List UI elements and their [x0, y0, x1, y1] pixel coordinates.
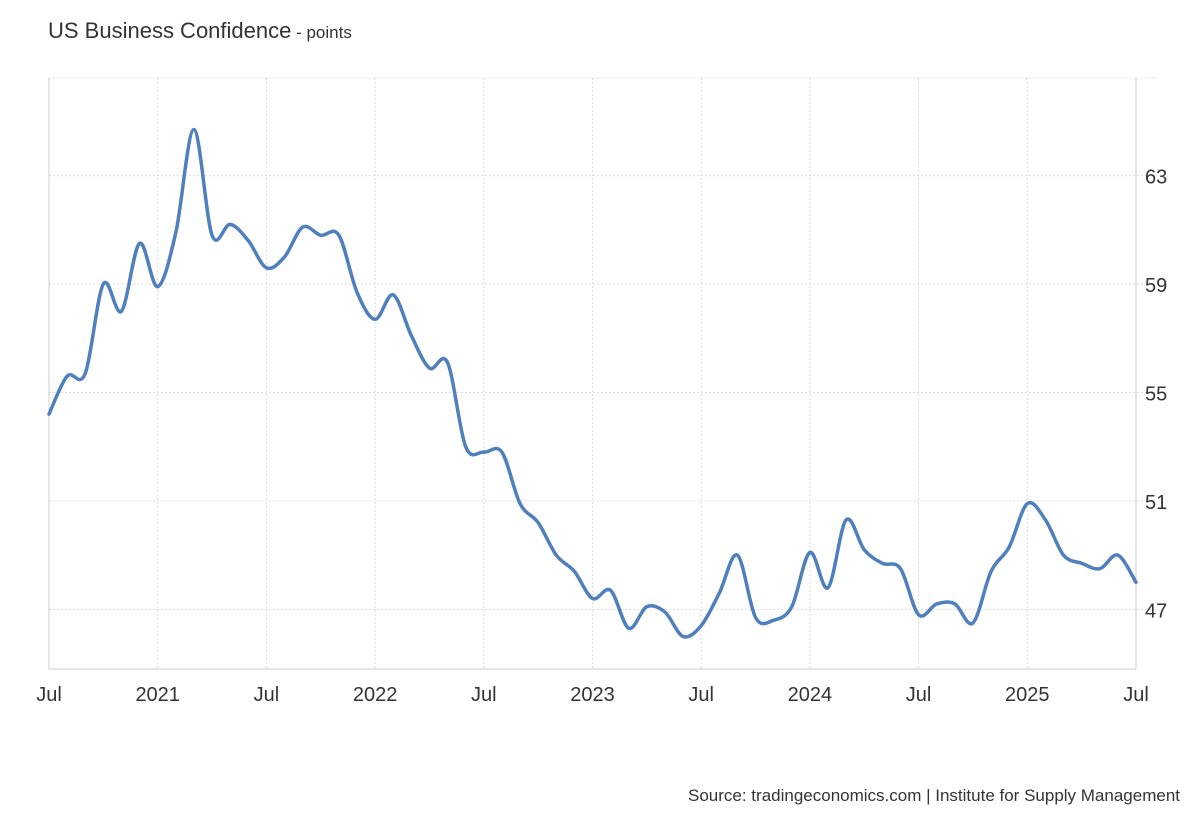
source-note: Source: tradingeconomics.com | Institute…: [688, 786, 1180, 805]
chart-title-group: US Business Confidence - points: [48, 18, 352, 44]
y-tick-label: 51: [1145, 492, 1167, 514]
x-tick-label: Jul: [471, 684, 497, 706]
x-tick-label: 2024: [788, 684, 833, 706]
x-tick-label: 2022: [353, 684, 398, 706]
y-tick-label: 63: [1145, 167, 1167, 189]
x-tick-label: 2025: [1005, 684, 1050, 706]
chart-unit-separator: -: [291, 23, 307, 42]
y-tick-label: 55: [1145, 383, 1167, 405]
series-line: [47, 127, 1138, 639]
x-tick-label: Jul: [688, 684, 714, 706]
x-tick-label: Jul: [36, 684, 62, 706]
chart-unit: points: [306, 23, 352, 42]
x-tick-label: 2023: [570, 684, 615, 706]
y-tick-label: 59: [1145, 275, 1167, 297]
x-tick-label: 2021: [135, 684, 180, 706]
x-tick-label: Jul: [1123, 684, 1149, 706]
x-tick-label: Jul: [254, 684, 280, 706]
y-tick-label: 47: [1145, 600, 1167, 622]
chart-title: US Business Confidence: [48, 18, 292, 43]
x-tick-label: Jul: [906, 684, 932, 706]
